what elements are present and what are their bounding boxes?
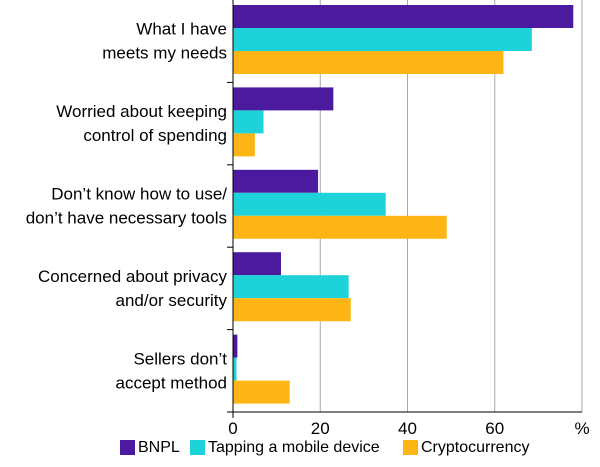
category-label-3-line-1: Don’t know how to use/ — [51, 184, 227, 203]
bar-cryptocurrency-4 — [233, 298, 351, 322]
category-label-5-line-1: Sellers don’t — [133, 349, 227, 368]
x-tick-labels: 0 20 40 60 — [228, 419, 504, 438]
bar-cryptocurrency-2 — [233, 133, 255, 157]
category-label-1-line-2: meets my needs — [102, 44, 227, 63]
bars — [233, 5, 574, 404]
bar-bnpl-2 — [233, 87, 334, 111]
x-tick-label-40: 40 — [398, 419, 417, 438]
x-tick-label-0: 0 — [228, 419, 237, 438]
legend-swatch-tapping-a-mobile-device — [190, 440, 205, 455]
category-label-4-line-2: and/or security — [116, 291, 228, 310]
x-tick-label-20: 20 — [311, 419, 330, 438]
bar-cryptocurrency-1 — [233, 51, 504, 74]
bar-bnpl-4 — [233, 252, 281, 276]
bar-bnpl-1 — [233, 5, 574, 28]
legend-label-tapping-a-mobile-device: Tapping a mobile device — [208, 439, 380, 456]
bar-tapping-a-mobile-device-5 — [233, 357, 237, 381]
legend-label-bnpl: BNPL — [138, 439, 180, 456]
bar-cryptocurrency-5 — [233, 380, 290, 404]
bar-bnpl-5 — [233, 334, 238, 358]
category-labels: What I have meets my needs Worried about k… — [26, 20, 228, 393]
axes — [227, 0, 582, 418]
bar-bnpl-3 — [233, 169, 319, 193]
bar-tapping-a-mobile-device-2 — [233, 110, 264, 134]
x-tick-label-60: 60 — [485, 419, 504, 438]
category-label-3-line-2: don’t have necessary tools — [26, 208, 227, 227]
legend-label-cryptocurrency: Cryptocurrency — [421, 439, 529, 456]
category-label-4-line-1: Concerned about privacy — [38, 267, 228, 286]
category-label-2-line-2: control of spending — [83, 126, 227, 145]
bar-tapping-a-mobile-device-3 — [233, 192, 386, 216]
legend: BNPL Tapping a mobile device Cryptocurrenc… — [120, 439, 529, 456]
bar-tapping-a-mobile-device-1 — [233, 28, 532, 51]
bar-cryptocurrency-3 — [233, 215, 447, 239]
category-label-1-line-1: What I have — [136, 20, 227, 39]
unit-label: % — [574, 419, 589, 438]
bar-tapping-a-mobile-device-4 — [233, 275, 349, 299]
category-label-5-line-2: accept method — [115, 373, 227, 392]
legend-swatch-cryptocurrency — [403, 440, 418, 455]
category-label-2-line-1: Worried about keeping — [56, 102, 227, 121]
legend-swatch-bnpl — [120, 440, 135, 455]
